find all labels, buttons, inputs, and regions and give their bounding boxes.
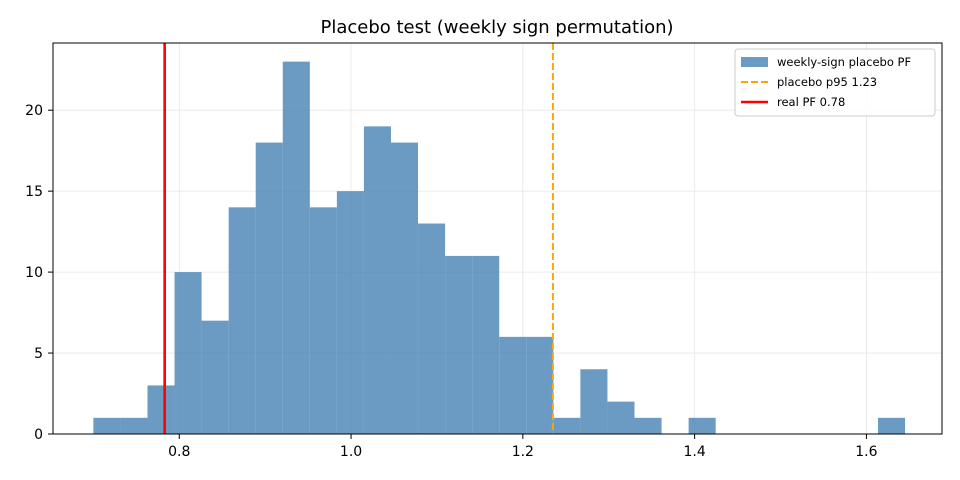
histogram-bar — [174, 272, 202, 434]
histogram-bar — [688, 417, 716, 434]
reference-lines — [163, 43, 554, 434]
x-tick-label: 1.0 — [340, 444, 362, 460]
histogram-bar — [526, 336, 554, 434]
x-axis-ticks: 0.8 1.0 1.2 1.4 1.6 — [168, 434, 878, 460]
y-tick-label: 20 — [25, 103, 43, 119]
histogram-bar — [147, 385, 175, 434]
histogram-bar — [228, 207, 256, 434]
histogram-bar — [93, 417, 121, 434]
histogram-bars — [93, 61, 906, 435]
histogram-bar — [553, 417, 581, 434]
y-tick-label: 10 — [25, 265, 43, 281]
histogram-bar — [309, 207, 337, 434]
legend-label: placebo p95 1.23 — [777, 75, 877, 89]
histogram-bar — [634, 417, 662, 434]
y-axis-ticks: 0 5 10 15 20 — [25, 103, 53, 443]
x-tick-label: 1.6 — [855, 444, 877, 460]
legend: weekly-sign placebo PF placebo p95 1.23 re… — [734, 48, 936, 117]
legend-label: real PF 0.78 — [777, 95, 845, 109]
y-tick-label: 5 — [34, 346, 43, 362]
histogram-bar — [282, 61, 310, 434]
histogram-bar — [878, 417, 906, 434]
histogram-bar — [607, 401, 635, 434]
histogram-bar — [336, 191, 364, 434]
histogram-bar — [418, 223, 446, 434]
histogram-bar — [201, 320, 229, 434]
x-tick-label: 1.2 — [512, 444, 534, 460]
legend-label: weekly-sign placebo PF — [777, 55, 911, 69]
plot-frame — [52, 42, 943, 435]
legend-box — [734, 48, 936, 117]
histogram-bar — [390, 142, 419, 435]
histogram-bar — [580, 369, 608, 434]
x-tick-label: 1.4 — [683, 444, 705, 460]
y-tick-label: 15 — [25, 184, 43, 200]
histogram-bar — [120, 417, 148, 434]
x-tick-label: 0.8 — [168, 444, 190, 460]
histogram-bar — [445, 255, 473, 434]
histogram-bar — [255, 142, 283, 435]
histogram-bar — [363, 126, 391, 434]
chart-title: Placebo test (weekly sign permutation) — [320, 17, 673, 38]
histogram-bar — [472, 255, 500, 434]
legend-swatch — [741, 57, 768, 67]
y-tick-label: 0 — [34, 427, 43, 443]
histogram-bar — [499, 336, 527, 434]
